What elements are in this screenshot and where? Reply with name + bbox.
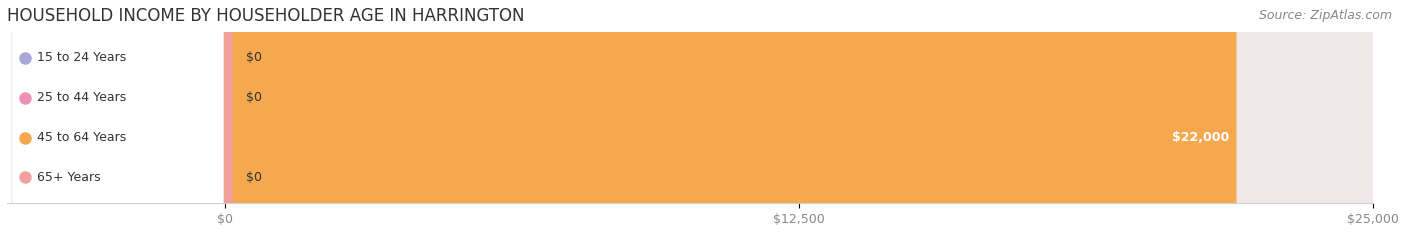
Text: $0: $0	[246, 51, 262, 65]
Text: 15 to 24 Years: 15 to 24 Years	[37, 51, 127, 65]
Text: Source: ZipAtlas.com: Source: ZipAtlas.com	[1258, 9, 1392, 22]
FancyBboxPatch shape	[11, 0, 1374, 233]
Text: $22,000: $22,000	[1173, 131, 1230, 144]
FancyBboxPatch shape	[11, 0, 1374, 233]
Text: $0: $0	[246, 171, 262, 184]
FancyBboxPatch shape	[225, 0, 232, 233]
Text: HOUSEHOLD INCOME BY HOUSEHOLDER AGE IN HARRINGTON: HOUSEHOLD INCOME BY HOUSEHOLDER AGE IN H…	[7, 7, 524, 25]
FancyBboxPatch shape	[225, 0, 232, 233]
FancyBboxPatch shape	[224, 0, 1236, 233]
Text: $0: $0	[246, 91, 262, 104]
FancyBboxPatch shape	[13, 0, 222, 233]
FancyBboxPatch shape	[11, 0, 1374, 233]
FancyBboxPatch shape	[13, 0, 222, 233]
Text: 25 to 44 Years: 25 to 44 Years	[37, 91, 127, 104]
FancyBboxPatch shape	[225, 0, 232, 233]
FancyBboxPatch shape	[11, 0, 1374, 233]
Text: 65+ Years: 65+ Years	[37, 171, 100, 184]
Text: 45 to 64 Years: 45 to 64 Years	[37, 131, 127, 144]
FancyBboxPatch shape	[13, 0, 222, 233]
FancyBboxPatch shape	[13, 0, 222, 233]
